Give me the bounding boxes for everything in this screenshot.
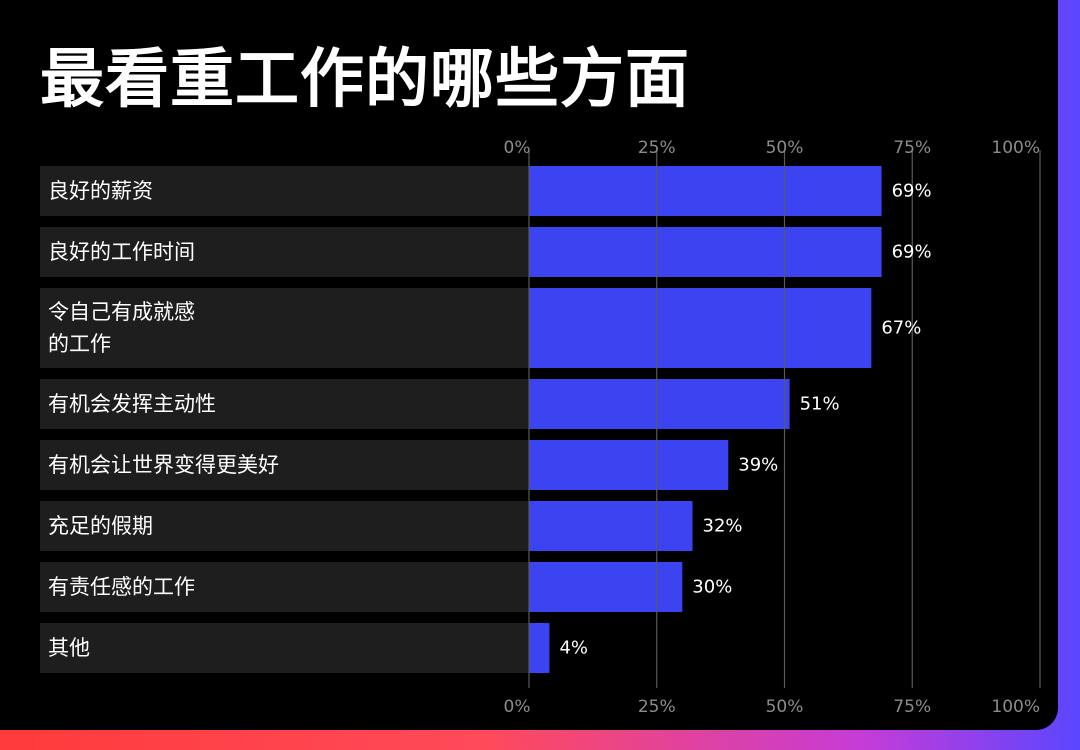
value-label: 32%: [703, 516, 743, 537]
category-label: 良好的工作时间: [48, 240, 195, 264]
category-label: 良好的薪资: [48, 179, 153, 203]
row-background: [40, 227, 529, 277]
row-background: [40, 440, 529, 490]
row-backgrounds: [40, 166, 529, 673]
category-label: 有责任感的工作: [48, 575, 195, 599]
tick-label-bottom: 75%: [893, 697, 931, 717]
category-label: 其他: [48, 636, 90, 660]
category-label: 有机会让世界变得更美好: [48, 453, 279, 477]
tick-label-bottom: 0%: [504, 697, 531, 717]
tick-label-top: 100%: [991, 138, 1040, 158]
bar: [529, 501, 693, 551]
tick-label-top: 75%: [893, 138, 931, 158]
value-label: 69%: [892, 181, 932, 202]
tick-label-top: 0%: [504, 138, 531, 158]
tick-label-top: 50%: [766, 138, 804, 158]
value-label: 67%: [881, 318, 921, 339]
row-background: [40, 562, 529, 612]
category-label: 令自己有成就感: [48, 300, 195, 324]
bar: [529, 379, 790, 429]
tick-label-bottom: 100%: [991, 697, 1040, 717]
tick-label-top: 25%: [638, 138, 676, 158]
row-background: [40, 501, 529, 551]
row-background: [40, 288, 529, 368]
bar: [529, 288, 872, 368]
bar: [529, 227, 882, 277]
row-background: [40, 379, 529, 429]
tick-label-bottom: 50%: [766, 697, 804, 717]
chart-title: 最看重工作的哪些方面: [40, 43, 690, 117]
value-label: 30%: [692, 577, 732, 598]
row-background: [40, 623, 529, 673]
axis-ticks: 0% 0% 25% 25% 50% 50% 75% 75% 100% 100%: [504, 138, 1040, 717]
category-label: 的工作: [48, 332, 111, 356]
tick-label-bottom: 25%: [638, 697, 676, 717]
category-label: 充足的假期: [48, 514, 153, 538]
value-label: 51%: [800, 394, 840, 415]
bar: [529, 440, 729, 490]
gridlines: [528, 150, 1041, 688]
bars: [529, 166, 882, 673]
chart-card: 最看重工作的哪些方面 良好的薪资 69% 良好的工作时间 69% 令自己有成就感 的工作 6…: [0, 0, 1058, 730]
bar: [529, 166, 882, 216]
bar: [529, 623, 550, 673]
value-label: 39%: [738, 455, 778, 476]
value-label: 69%: [892, 242, 932, 263]
category-label: 有机会发挥主动性: [48, 392, 216, 416]
value-label: 4%: [559, 638, 588, 659]
row-background: [40, 166, 529, 216]
bar: [529, 562, 683, 612]
